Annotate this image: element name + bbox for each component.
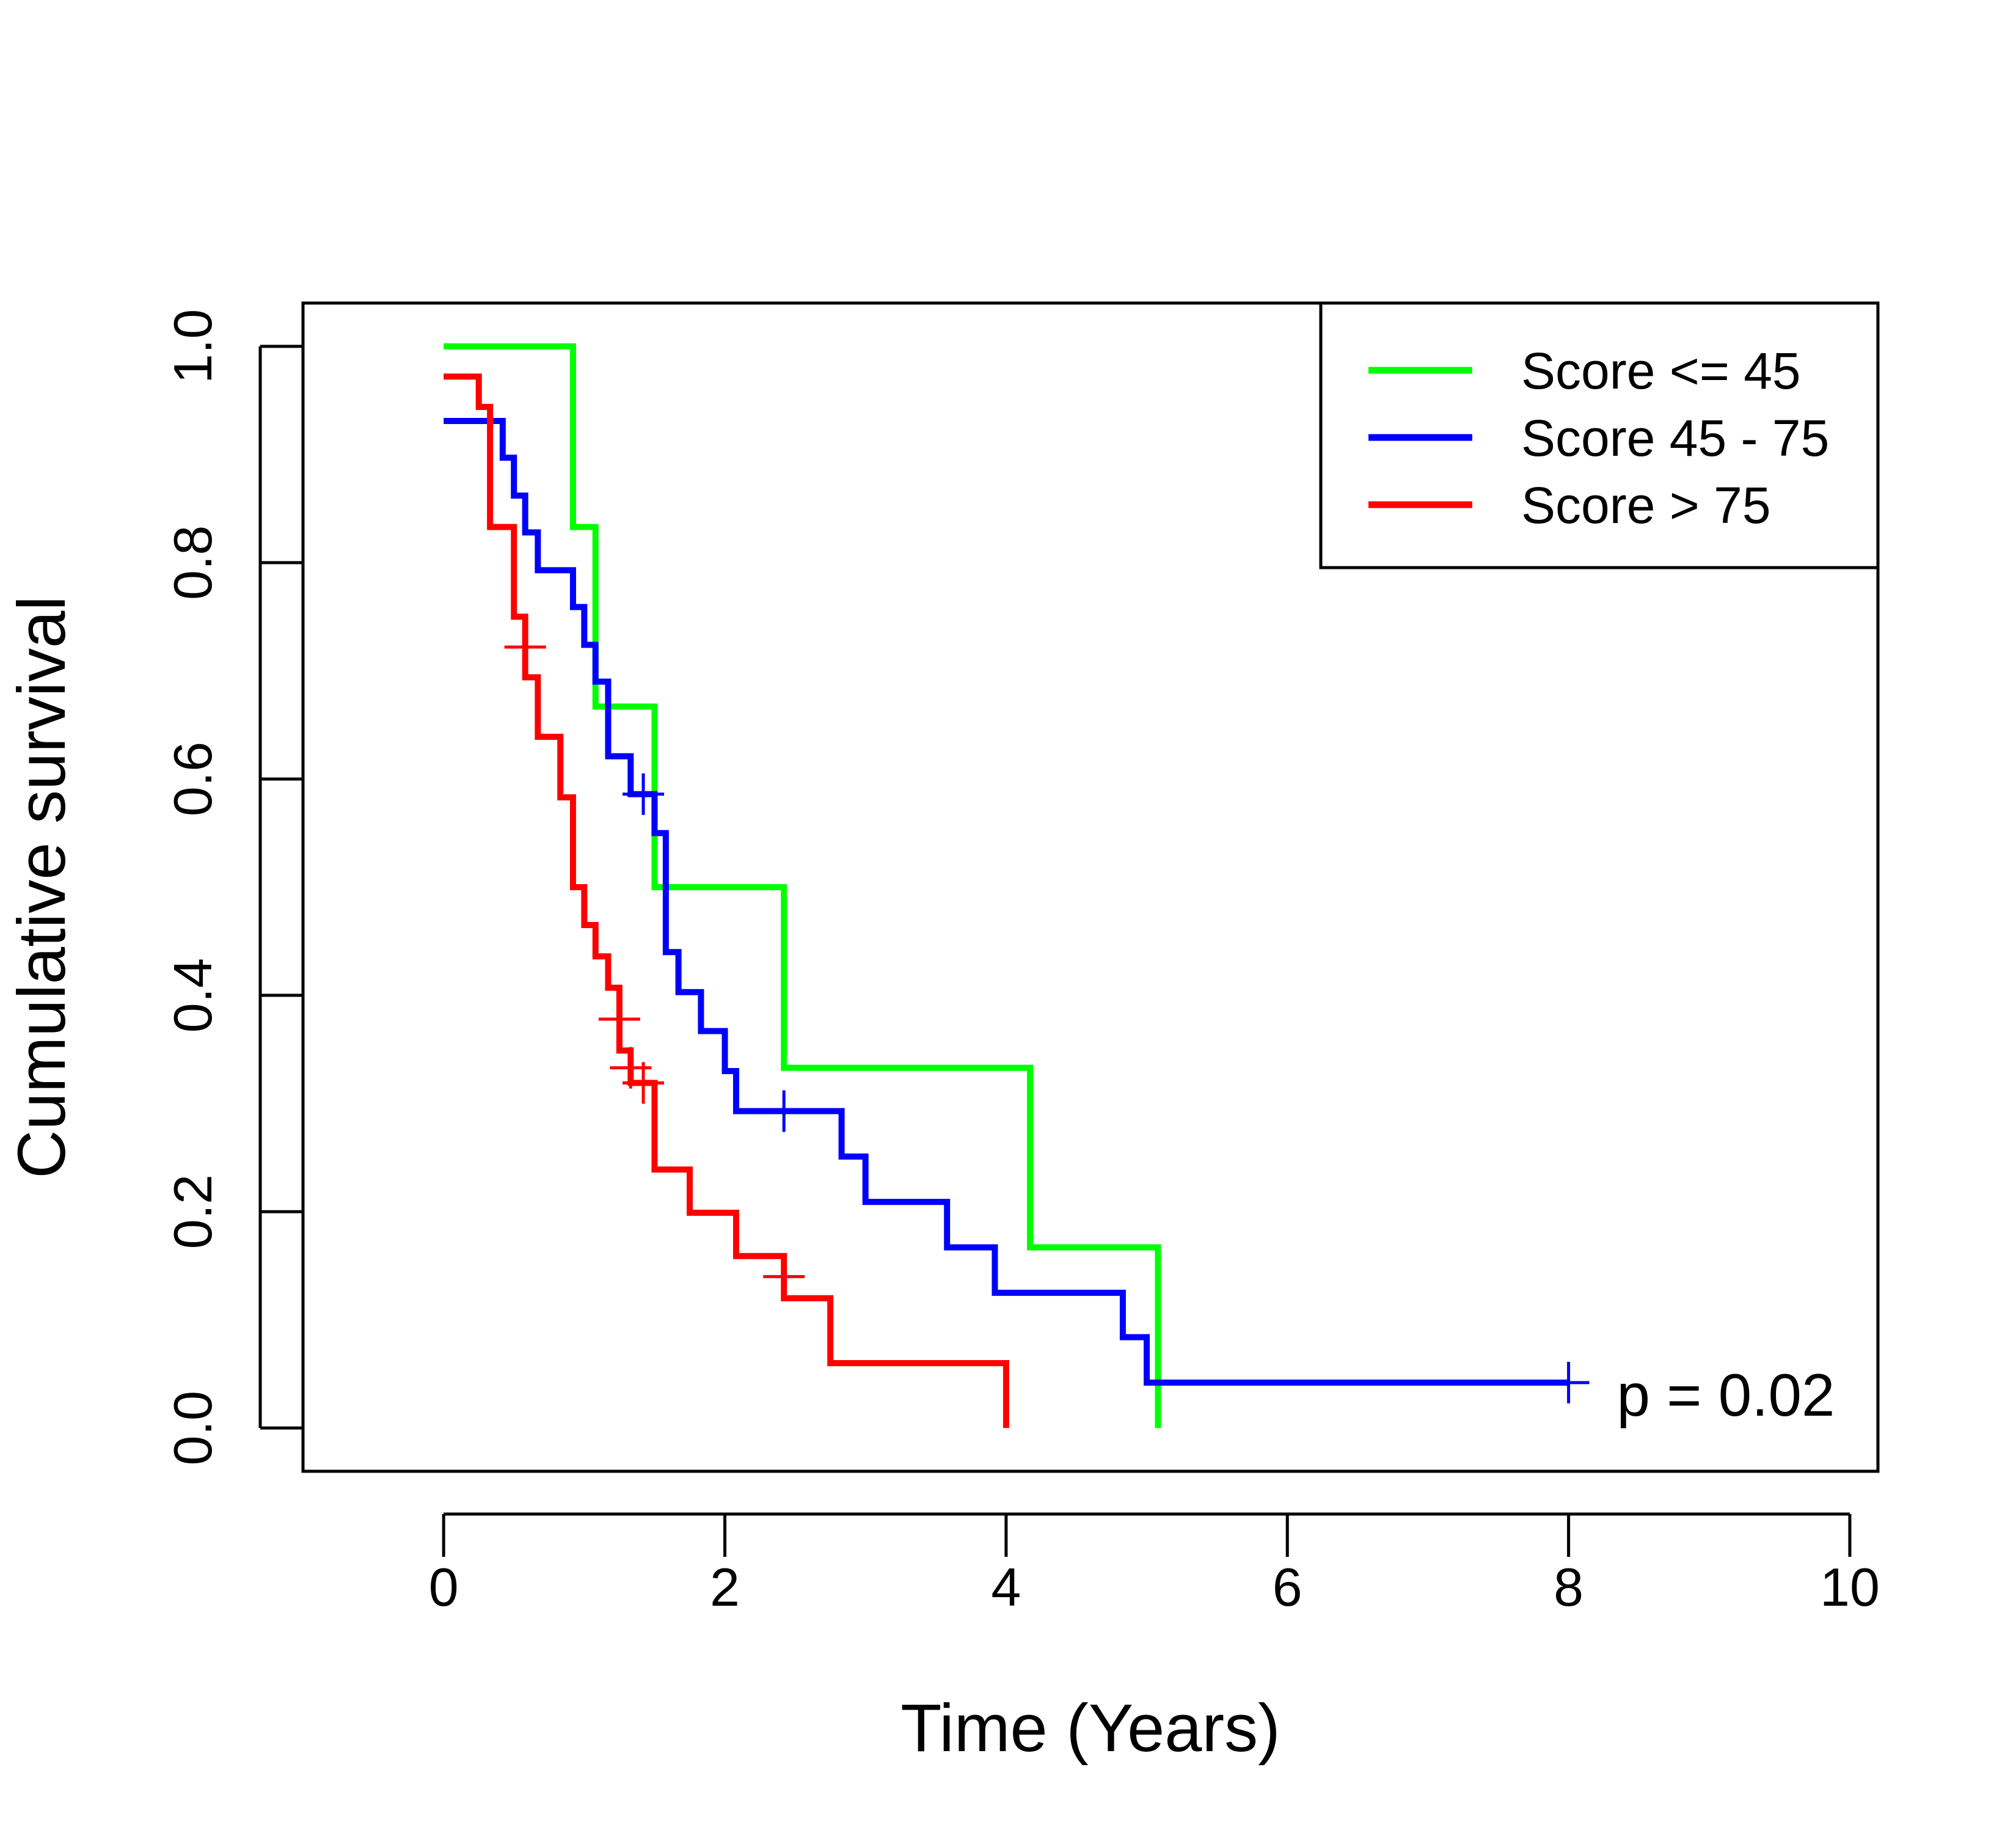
y-tick-label: 0.8 [163,525,223,600]
series-line [444,417,1569,1386]
x-tick-label: 4 [991,1557,1021,1617]
x-tick-label: 2 [710,1557,740,1617]
y-tick-label: 0.4 [163,958,223,1033]
x-tick-label: 0 [429,1557,459,1617]
y-axis-title: Cumulative survival [4,596,79,1179]
censor-mark [1547,1361,1590,1403]
y-tick-label: 0.2 [163,1174,223,1249]
x-axis-title: Time (Years) [900,1691,1280,1766]
legend: Score <= 45 Score 45 - 75 Score > 75 [1319,301,1880,569]
legend-label-score-45-75: Score 45 - 75 [1521,409,1829,467]
series-layer [444,343,1590,1429]
y-tick-label: 0.0 [163,1391,223,1465]
legend-label-score-gt-75: Score > 75 [1521,477,1771,534]
censor-mark [504,626,546,668]
y-tick-label: 1.0 [163,309,223,384]
y-axis: 0.0 0.2 0.4 0.6 0.8 1.0 [163,309,303,1465]
x-tick-label: 10 [1820,1557,1880,1617]
censor-mark [763,1090,805,1132]
legend-label-score-le-45: Score <= 45 [1521,342,1801,400]
series-line [444,343,1161,1429]
series-line [444,373,1009,1429]
y-tick-label: 0.6 [163,742,223,816]
p-value-annotation: p = 0.02 [1617,1361,1835,1429]
censor-mark [623,1062,665,1104]
x-axis: 0 2 4 6 8 10 [429,1512,1880,1617]
plot-frame [301,301,1880,1473]
censor-mark [763,1256,805,1298]
censor-mark [598,998,640,1040]
x-tick-label: 8 [1554,1557,1583,1617]
x-tick-label: 6 [1273,1557,1302,1617]
censor-mark [623,773,665,815]
